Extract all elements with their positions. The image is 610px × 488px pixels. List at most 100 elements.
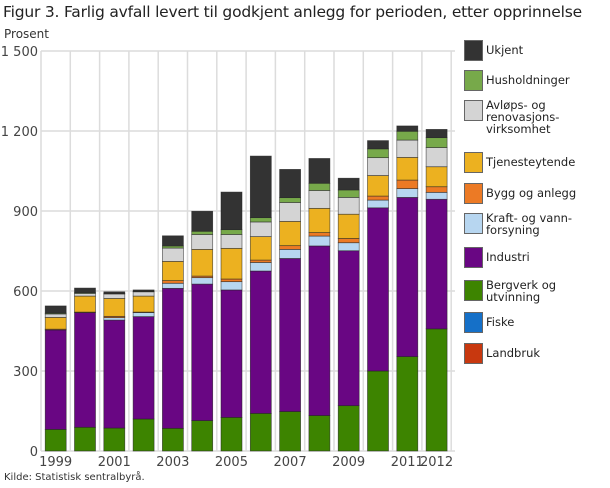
x-tick-label: 2003 xyxy=(156,455,189,470)
legend-swatch xyxy=(464,247,483,268)
bar-segment-tjenesteytende-2001 xyxy=(103,298,126,317)
legend-item: Fiske xyxy=(464,312,514,333)
legend-label: Bygg og anlegg xyxy=(486,186,577,200)
legend-label: Industri xyxy=(486,250,530,264)
bar-segment-avløps-2001 xyxy=(103,293,126,299)
bar-segment-bergverk-2007 xyxy=(279,411,301,452)
y-tick-label: 900 xyxy=(13,205,38,220)
bar-segment-ukjent-2001 xyxy=(103,291,126,295)
legend-swatch xyxy=(464,343,483,364)
legend-label: Fiske xyxy=(486,315,515,329)
bar-segment-kraft-2010 xyxy=(367,199,389,209)
bar-segment-tjenesteytende-2004 xyxy=(191,249,214,277)
bar-segment-bygg-2010 xyxy=(367,195,389,201)
bar-segment-tjenesteytende-1999 xyxy=(44,317,67,330)
bar-segment-bergverk-2012 xyxy=(425,328,448,452)
bar-segment-ukjent-2008 xyxy=(308,158,331,184)
bar-segment-avløps-2004 xyxy=(191,234,214,250)
bar-segment-industri-2008 xyxy=(308,245,331,416)
y-tick-label: 600 xyxy=(13,285,38,300)
legend-label: Tjenesteytende xyxy=(486,155,576,169)
bar-segment-industri-2011 xyxy=(396,197,419,357)
bar-segment-ukjent-2010 xyxy=(367,140,389,150)
bar-segment-husholdninger-2010 xyxy=(367,148,389,159)
bar-segment-ukjent-2012 xyxy=(425,129,448,139)
legend-item: Bergverk og utvinning xyxy=(464,278,557,304)
bar-segment-tjenesteytende-2006 xyxy=(249,236,272,261)
bar-segment-bygg-2008 xyxy=(308,232,331,237)
bar-segment-avløps-2012 xyxy=(425,147,448,168)
bar-segment-husholdninger-2012 xyxy=(425,137,448,148)
legend-item: Bygg og anlegg xyxy=(464,183,576,204)
legend-swatch xyxy=(464,312,483,333)
y-tick-label: 1 500 xyxy=(1,45,38,60)
bar-segment-tjenesteytende-2011 xyxy=(396,157,419,181)
legend-swatch xyxy=(464,70,483,91)
bar-segment-bergverk-2008 xyxy=(308,415,331,452)
bar-segment-kraft-2012 xyxy=(425,191,448,200)
bar-segment-industri-2000 xyxy=(74,312,96,428)
bar-segment-bergverk-2004 xyxy=(191,420,214,452)
bar-segment-industri-2003 xyxy=(162,287,184,429)
bar-segment-bergverk-2006 xyxy=(249,413,272,452)
bar-segment-tjenesteytende-2005 xyxy=(220,247,243,280)
bar-segment-kraft-2008 xyxy=(308,235,331,247)
bar-segment-tjenesteytende-2009 xyxy=(337,213,360,239)
legend-swatch xyxy=(464,40,483,61)
legend-swatch xyxy=(464,183,483,204)
bar-segment-bygg-2006 xyxy=(249,259,272,263)
bar-segment-industri-2006 xyxy=(249,270,272,414)
bar-segment-avløps-2005 xyxy=(220,234,243,249)
bar-segment-ukjent-2004 xyxy=(191,210,214,232)
chart-title: Figur 3. Farlig avfall levert til godkje… xyxy=(3,3,582,21)
bar-segment-bergverk-2009 xyxy=(337,405,360,452)
bar-segment-bygg-2011 xyxy=(396,179,419,189)
bar-segment-tjenesteytende-2002 xyxy=(132,295,155,313)
bar-segment-tjenesteytende-2000 xyxy=(74,295,96,313)
y-tick-label: 0 xyxy=(30,445,38,460)
legend-label: Ukjent xyxy=(486,43,524,57)
source-note: Kilde: Statistisk sentralbyrå. xyxy=(4,472,145,483)
bar-segment-kraft-2011 xyxy=(396,188,419,198)
bar-segment-bygg-2007 xyxy=(279,245,301,250)
legend-label: Bergverk og utvinning xyxy=(486,278,557,304)
bar-segment-bygg-2005 xyxy=(220,278,243,283)
bar-segment-husholdninger-2005 xyxy=(220,229,243,235)
x-tick-label: 2009 xyxy=(332,455,365,470)
bar-segment-tjenesteytende-2007 xyxy=(279,221,301,247)
bar-segment-tjenesteytende-2012 xyxy=(425,166,448,188)
legend-item: Tjenesteytende xyxy=(464,152,575,173)
bar-segment-tjenesteytende-2008 xyxy=(308,207,331,233)
y-tick-label: 1 200 xyxy=(1,125,38,140)
bar-segment-bergverk-2002 xyxy=(132,418,155,452)
bar-segment-husholdninger-2009 xyxy=(337,189,360,198)
legend-item: Avløps- og renovasjons- virksomhet xyxy=(464,98,560,136)
x-tick-label: 2007 xyxy=(274,455,307,470)
bar-segment-avløps-2010 xyxy=(367,157,389,176)
legend-swatch xyxy=(464,152,483,173)
x-tick-label: 2012 xyxy=(420,455,453,470)
bar-segment-industri-2012 xyxy=(425,198,448,330)
bar-segment-ukjent-2006 xyxy=(249,155,272,219)
bar-segment-kraft-2007 xyxy=(279,249,301,259)
bar-segment-ukjent-2005 xyxy=(220,191,243,231)
bar-segment-industri-2001 xyxy=(103,319,126,429)
legend-item: Landbruk xyxy=(464,343,540,364)
bar-segment-bygg-2003 xyxy=(162,280,184,284)
bar-segment-industri-2002 xyxy=(132,316,155,420)
legend-item: Ukjent xyxy=(464,40,523,61)
legend-item: Husholdninger xyxy=(464,70,570,91)
bar-segment-kraft-2005 xyxy=(220,281,243,291)
bar-segment-industri-2004 xyxy=(191,283,214,421)
bar-segment-kraft-2009 xyxy=(337,242,360,252)
bar-segment-bergverk-2011 xyxy=(396,356,419,452)
bar-segment-avløps-2000 xyxy=(74,293,96,297)
legend-swatch xyxy=(464,100,483,121)
legend-label: Avløps- og renovasjons- virksomhet xyxy=(486,98,560,136)
bar-segment-ukjent-2009 xyxy=(337,177,360,191)
y-tick-label: 300 xyxy=(13,365,38,380)
legend-item: Kraft- og vann- forsyning xyxy=(464,212,572,236)
bar-segment-industri-2009 xyxy=(337,250,360,407)
x-tick-label: 2011 xyxy=(391,455,424,470)
